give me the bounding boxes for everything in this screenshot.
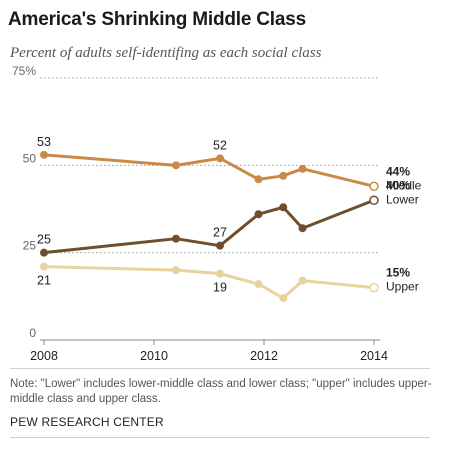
data-point-lower <box>254 210 263 219</box>
data-point-lower <box>298 224 307 233</box>
axis-layer: 0 25 50 75% 2008 2010 2012 2014 <box>12 64 388 363</box>
data-label-middle: 53 <box>37 135 51 149</box>
data-label-upper: 21 <box>37 274 51 288</box>
x-tick-label: 2012 <box>250 349 278 363</box>
x-tick-label: 2008 <box>30 349 58 363</box>
data-point-middle <box>369 181 379 192</box>
data-point-lower <box>369 195 379 206</box>
data-point-upper <box>254 280 263 289</box>
data-point-lower <box>172 234 180 243</box>
data-label-lower: 25 <box>37 233 51 247</box>
data-point-middle <box>40 150 48 159</box>
series-line-middle <box>42 153 376 188</box>
data-point-middle <box>172 161 180 170</box>
grid-layer <box>40 77 380 341</box>
source-credit: PEW RESEARCH CENTER <box>10 415 164 429</box>
y-tick-label: 75% <box>12 64 36 78</box>
chart-note: Note: "Lower" includes lower-middle clas… <box>10 378 432 405</box>
data-point-upper <box>216 269 224 278</box>
bottom-divider <box>10 437 430 438</box>
data-label-lower: 27 <box>213 226 227 240</box>
series-line-lower <box>42 198 376 255</box>
data-point-upper <box>369 282 379 293</box>
x-tick-label: 2014 <box>360 349 388 363</box>
data-point-middle <box>216 154 224 163</box>
data-point-middle <box>279 171 288 180</box>
end-value-label-middle: 44% <box>386 164 410 178</box>
series-layer <box>40 150 379 303</box>
data-point-upper <box>172 266 180 275</box>
label-layer: 53 52 44%Middle 25 27 40%Lower 21 19 15%Upper <box>37 135 422 295</box>
data-point-middle <box>298 164 307 173</box>
chart-title: America's Shrinking Middle Class <box>8 9 306 30</box>
line-chart: 0 25 50 75% 2008 2010 2012 2014 53 52 44%Middle 25… <box>12 64 422 363</box>
end-name-label-middle: Middle <box>386 178 422 192</box>
data-label-middle: 52 <box>213 138 227 152</box>
data-point-middle <box>254 175 263 184</box>
data-point-upper <box>40 262 48 271</box>
footer-divider <box>10 368 430 369</box>
end-name-label-upper: Upper <box>386 280 419 294</box>
data-point-lower <box>40 248 48 257</box>
y-tick-label: 0 <box>29 326 36 340</box>
data-point-lower <box>216 241 224 250</box>
x-tick-label: 2010 <box>140 349 168 363</box>
data-point-upper <box>298 276 307 285</box>
y-tick-label: 50 <box>23 151 37 165</box>
series-line-upper <box>42 265 376 300</box>
data-label-upper: 19 <box>213 281 227 295</box>
end-value-label-lower: 40% <box>386 178 410 192</box>
data-point-lower <box>279 203 288 212</box>
y-tick-label: 25 <box>23 239 37 253</box>
end-name-label-lower: Lower <box>386 192 419 206</box>
data-point-upper <box>279 294 288 303</box>
chart-subtitle: Percent of adults self-identifing as eac… <box>10 45 322 61</box>
end-value-label-upper: 15% <box>386 266 410 280</box>
